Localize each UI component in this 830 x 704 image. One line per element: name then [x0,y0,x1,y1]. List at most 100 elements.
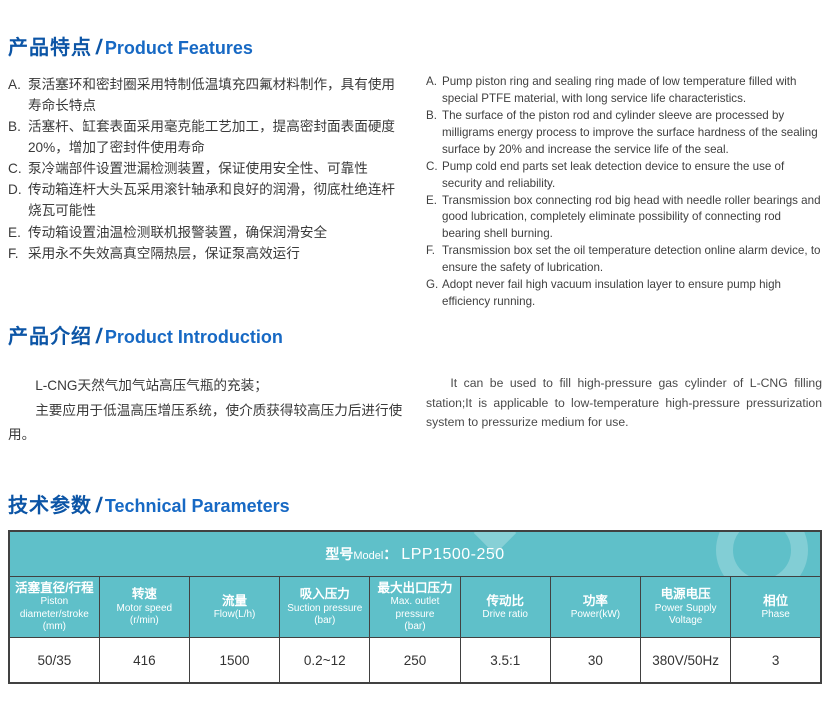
feature-item-letter: G. [426,278,439,292]
column-header-row: 活塞直径/行程 Piston diameter/stroke (mm) 转速 Motor… [8,576,822,638]
column-header-unit: (bar) [314,615,336,627]
column-header: 相位 Phase [730,576,822,638]
feature-item-letter: F. [8,245,19,261]
feature-item-text: Transmission box set the oil temperature… [442,244,821,275]
feature-item: A. 泵活塞环和密封圈采用特制低温填充四氟材料制作，具有使用寿命长特点 [8,74,408,116]
feature-item-text: 采用永不失效高真空隔热层，保证泵高效运行 [28,245,300,261]
parameter-value: 250 [369,636,461,684]
column-header-en: Suction pressure [287,602,363,614]
features-list-en: A. Pump piston ring and sealing ring made… [426,74,822,311]
column-header-zh: 相位 [763,593,789,608]
column-header: 活塞直径/行程 Piston diameter/stroke (mm) [8,576,100,638]
feature-item: C. 泵冷端部件设置泄漏检测装置，保证使用安全性、可靠性 [8,158,408,179]
model-separator: ： [383,545,398,562]
features-heading-en: Product Features [104,38,253,58]
feature-item-letter: E. [426,193,437,207]
feature-item-letter: C. [426,159,438,173]
feature-item-letter: C. [8,161,22,177]
column-header-zh: 转速 [131,587,157,602]
parameter-value: 0.2~12 [279,636,371,684]
introduction-text-en: It can be used to fill high-pressure gas… [426,374,822,447]
parameter-value: 3 [730,636,822,684]
feature-item-text: The surface of the piston rod and cylind… [442,108,818,156]
parameters-heading: 技术参数 / Technical Parameters [8,494,822,517]
feature-item-letter: B. [8,119,21,135]
feature-item: F. 采用永不失效高真空隔热层，保证泵高效运行 [8,243,408,264]
column-header: 功率 Power(kW) [549,576,642,638]
column-header-zh: 传动比 [486,593,524,608]
parameter-value: 30 [549,636,642,684]
column-header-en: Flow(L/h) [213,608,256,620]
introduction-heading: 产品介绍 / Product Introduction [8,325,822,348]
column-header-unit: (r/min) [129,615,159,627]
feature-item-text: 泵冷端部件设置泄漏检测装置，保证使用安全性、可靠性 [28,161,368,177]
introduction-text-zh: L-CNG天然气加气站高压气瓶的充装； 主要应用于低温高压增压系统，使介质获得较高… [8,374,408,447]
column-header-unit: (mm) [42,621,67,633]
parameters-table: 型号Model： LPP1500-250 活塞直径/行程 Piston diamet… [8,529,822,685]
feature-item-letter: F. [426,244,436,258]
column-header-en: Phase [761,608,790,620]
column-header-zh: 吸入压力 [299,587,350,602]
watermark-logo-ring [716,531,808,576]
feature-item-letter: E. [8,224,21,240]
parameter-value: 3.5:1 [459,636,551,684]
introduction-heading-zh: 产品介绍 [8,326,92,348]
feature-item: B. The surface of the piston rod and cyli… [426,108,822,159]
feature-item-text: Pump cold end parts set leak detection d… [442,159,785,190]
parameter-value: 50/35 [8,636,100,684]
model-value: LPP1500-250 [401,545,505,563]
feature-item: D. 传动箱连杆大头瓦采用滚针轴承和良好的润滑，彻底杜绝连杆烧瓦可能性 [8,179,408,221]
column-header: 电源电压 Power Supply Voltage [640,576,732,638]
parameter-value: 380V/50Hz [640,636,732,684]
introduction-heading-en: Product Introduction [104,327,283,347]
features-section: 产品特点 / Product Features A. 泵活塞环和密封圈采用特制低温… [8,0,822,311]
parameters-heading-en: Technical Parameters [104,495,290,516]
column-header: 最大出口压力 Max. outlet pressure (bar) [369,576,461,638]
parameters-heading-zh: 技术参数 [8,494,92,517]
introduction-section: 产品介绍 / Product Introduction L-CNG天然气加气站高… [8,325,822,448]
heading-separator: / [94,36,104,59]
column-header-zh: 功率 [582,593,608,608]
feature-item: G. Adopt never fail high vacuum insulatio… [426,277,822,311]
features-list-zh: A. 泵活塞环和密封圈采用特制低温填充四氟材料制作，具有使用寿命长特点 B. 活塞杆、… [8,74,408,311]
column-header-zh: 流量 [222,593,248,608]
feature-item: E. Transmission box connecting rod big he… [426,193,822,244]
column-header-en: Power Supply Voltage [654,602,717,627]
heading-separator: / [94,493,104,517]
feature-item: B. 活塞杆、缸套表面采用毫克能工艺加工，提高密封面表面硬度20%，增加了密封件使… [8,116,408,158]
column-header-en: Piston diameter/stroke [19,596,89,620]
column-header-en: Power(kW) [570,608,621,620]
column-header-zh: 最大出口压力 [377,581,453,596]
heading-separator: / [94,325,104,348]
feature-item-text: Pump piston ring and sealing ring made o… [442,75,797,106]
feature-item-text: 活塞杆、缸套表面采用毫克能工艺加工，提高密封面表面硬度20%，增加了密封件使用寿… [28,119,396,156]
column-header-zh: 活塞直径/行程 [15,581,94,596]
model-cell: 型号Model： LPP1500-250 [8,530,822,578]
parameters-section: 技术参数 / Technical Parameters 型号Model： LPP1… [8,494,822,685]
column-header: 转速 Motor speed (r/min) [98,576,190,638]
feature-item: C. Pump cold end parts set leak detection… [426,159,822,193]
column-header-en: Max. outlet pressure [390,596,440,620]
introduction-paragraph-zh: L-CNG天然气加气站高压气瓶的充装； [35,378,268,394]
parameter-value: 416 [98,636,190,684]
features-heading-zh: 产品特点 [8,37,92,59]
feature-item: F. Transmission box set the oil temperatu… [426,243,822,277]
column-header-zh: 电源电压 [660,587,711,602]
feature-item: E. 传动箱设置油温检测联机报警装置，确保润滑安全 [8,222,408,243]
parameter-value: 1500 [188,636,281,684]
feature-item-text: 传动箱连杆大头瓦采用滚针轴承和良好的润滑，彻底杜绝连杆烧瓦可能性 [28,182,396,219]
column-header-unit: (bar) [404,621,426,633]
feature-item-letter: A. [426,75,437,89]
feature-item-text: 泵活塞环和密封圈采用特制低温填充四氟材料制作，具有使用寿命长特点 [28,77,396,114]
model-label-en: Model [353,549,384,562]
column-header-en: Motor speed [116,602,173,614]
feature-item-text: 传动箱设置油温检测联机报警装置，确保润滑安全 [28,224,328,240]
column-header: 吸入压力 Suction pressure (bar) [279,576,371,638]
feature-item-letter: A. [8,77,21,93]
feature-item-text: Adopt never fail high vacuum insulation … [442,278,781,309]
column-header: 流量 Flow(L/h) [188,576,281,638]
feature-item-text: Transmission box connecting rod big head… [442,193,821,241]
model-row: 型号Model： LPP1500-250 [8,530,822,578]
feature-item: A. Pump piston ring and sealing ring made… [426,74,822,108]
